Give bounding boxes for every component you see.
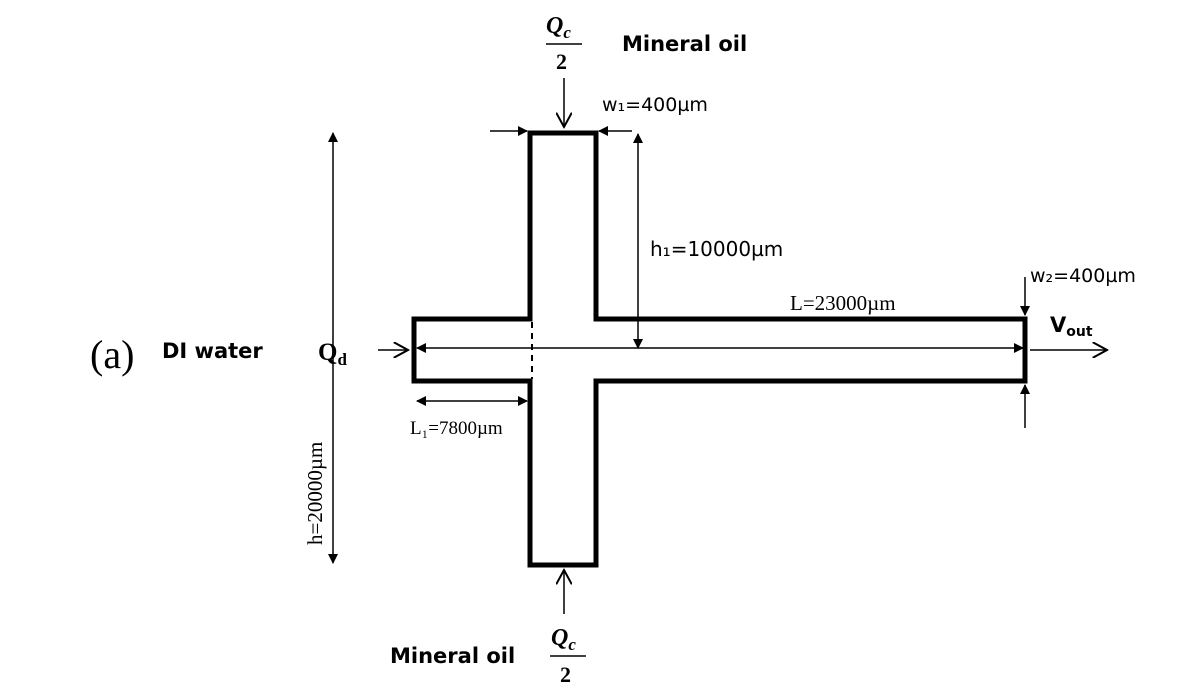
L-label: L=23000µm <box>790 291 896 315</box>
L1-label: L₁=7800µm <box>410 418 503 439</box>
w1-label: w₁=400µm <box>602 94 708 116</box>
h1-label: h₁=10000µm <box>650 237 783 261</box>
di-water-label: DI water <box>162 339 263 363</box>
h-label: h=20000µm <box>303 442 327 545</box>
top-flow-numerator: Qc <box>546 13 571 42</box>
bottom-mineral-oil-label: Mineral oil <box>390 644 515 668</box>
top-mineral-oil-label: Mineral oil <box>622 32 747 56</box>
w2-label: w₂=400µm <box>1030 265 1136 287</box>
panel-label: (a) <box>90 332 134 377</box>
channel-outline <box>411 130 1028 568</box>
bottom-flow-numerator: Qc <box>551 625 576 654</box>
bottom-flow-denominator: 2 <box>560 662 571 687</box>
top-flow-denominator: 2 <box>556 49 567 74</box>
outlet-velocity-label: Vout <box>1050 313 1093 340</box>
dispersed-flow-label: Qd <box>318 339 347 369</box>
